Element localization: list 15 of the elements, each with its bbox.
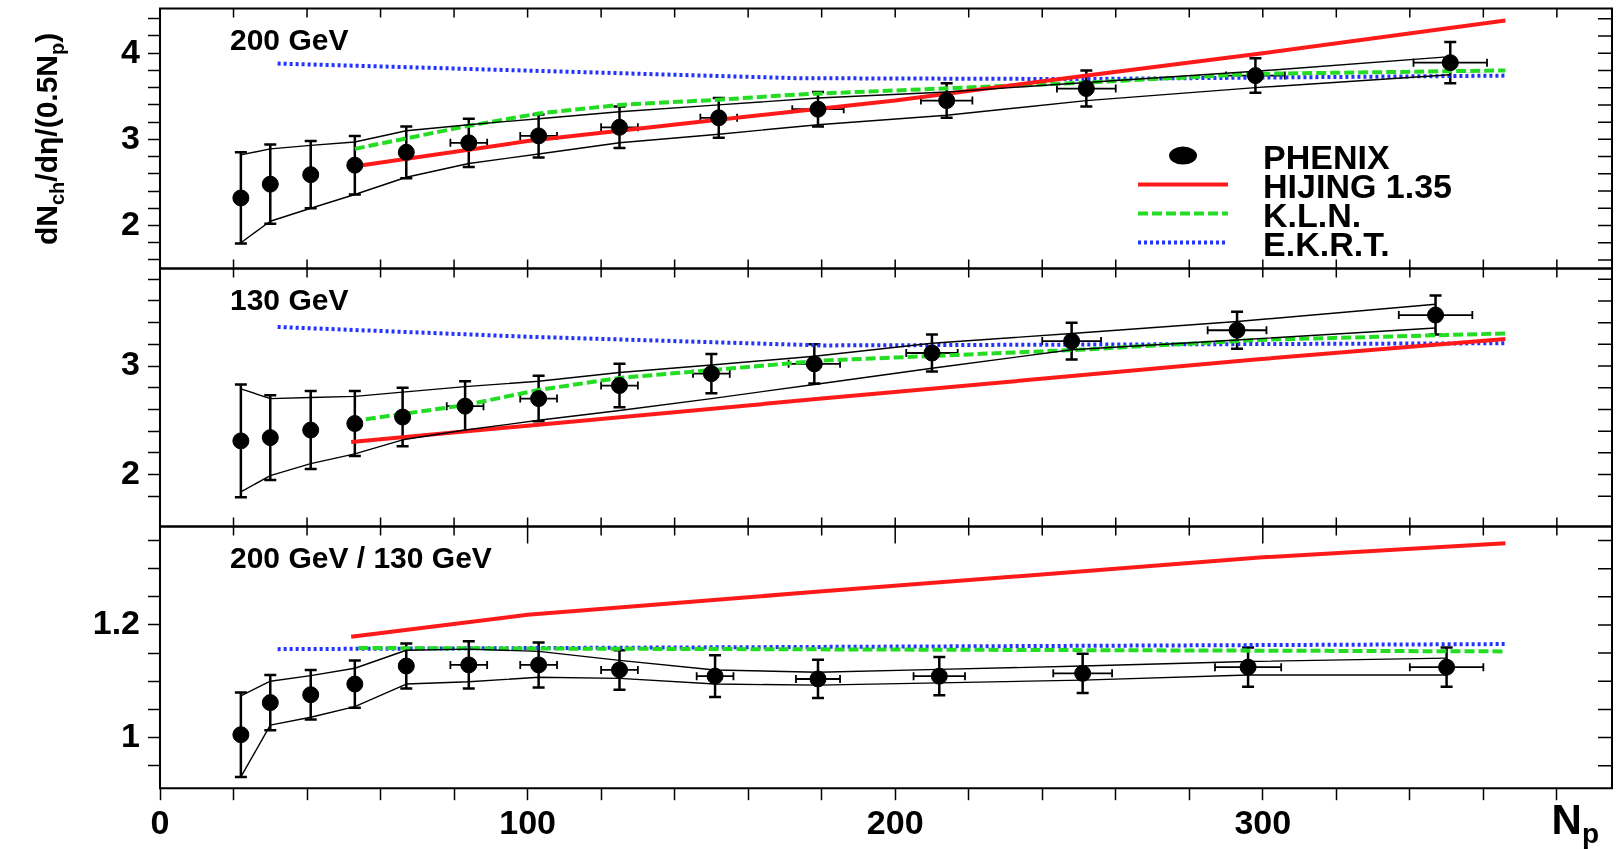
- text: 200 GeV: [230, 23, 349, 57]
- y-tick-label: 4: [121, 31, 141, 70]
- x-tick-label: 200: [866, 802, 924, 841]
- y-tick-label: 1.2: [92, 603, 140, 642]
- text: 130 GeV: [230, 283, 349, 317]
- x-axis-title: N$_{p}$: [1551, 796, 1599, 849]
- y-tick-label: 3: [121, 344, 140, 383]
- x-tick-label: 300: [1234, 802, 1292, 841]
- y-tick-label: 3: [121, 117, 140, 156]
- x-tick-label: 100: [499, 802, 556, 841]
- text: 200 GeV / 130 GeV: [230, 541, 492, 575]
- y-tick-label: 2: [121, 203, 140, 242]
- y-tick-label: 2: [121, 452, 140, 491]
- y-tick-label: 1: [121, 715, 140, 754]
- x-tick-label: 0: [150, 802, 170, 841]
